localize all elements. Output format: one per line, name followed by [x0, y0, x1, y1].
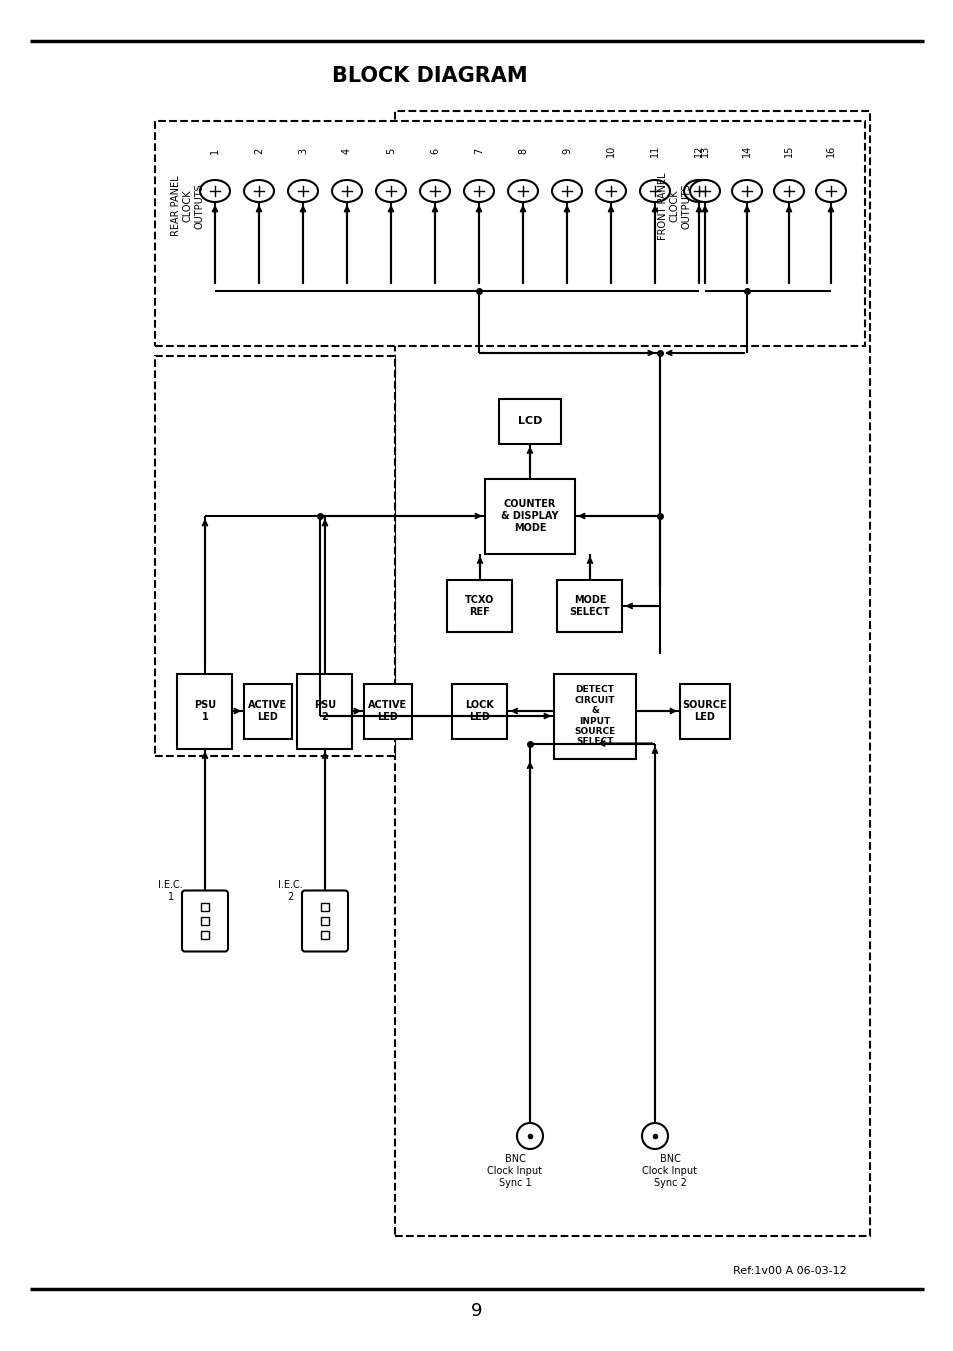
Ellipse shape	[375, 180, 406, 203]
Text: 9: 9	[471, 1302, 482, 1320]
Ellipse shape	[552, 180, 581, 203]
Text: Ref:1v00 A 06-03-12: Ref:1v00 A 06-03-12	[732, 1266, 846, 1275]
Text: 12: 12	[693, 145, 703, 157]
Ellipse shape	[244, 180, 274, 203]
Bar	[320, 917, 329, 925]
Text: 6: 6	[430, 149, 439, 154]
Text: 14: 14	[741, 145, 751, 157]
Text: SOURCE
LED: SOURCE LED	[682, 700, 726, 721]
Text: 9: 9	[561, 149, 572, 154]
Ellipse shape	[683, 180, 713, 203]
Bar	[557, 580, 622, 632]
Text: I.E.C.
2: I.E.C. 2	[278, 881, 303, 902]
Text: COUNTER
& DISPLAY
MODE: COUNTER & DISPLAY MODE	[500, 500, 558, 532]
Text: 5: 5	[386, 147, 395, 154]
FancyBboxPatch shape	[182, 890, 228, 951]
Text: REAR PANEL
CLOCK
OUTPUTS: REAR PANEL CLOCK OUTPUTS	[172, 176, 204, 236]
Text: 8: 8	[517, 149, 527, 154]
Text: TCXO
REF: TCXO REF	[465, 596, 495, 617]
Bar	[554, 674, 636, 758]
Text: 16: 16	[825, 145, 835, 157]
Text: 3: 3	[297, 149, 308, 154]
Text: 4: 4	[341, 149, 352, 154]
Ellipse shape	[689, 180, 720, 203]
Text: BNC
Clock Input
Sync 2: BNC Clock Input Sync 2	[641, 1154, 697, 1188]
Text: BNC
Clock Input
Sync 1: BNC Clock Input Sync 1	[487, 1154, 542, 1188]
Bar	[320, 931, 329, 939]
Text: LCD: LCD	[517, 416, 541, 426]
Text: I.E.C.
1: I.E.C. 1	[158, 881, 183, 902]
Bar	[177, 674, 233, 748]
Ellipse shape	[815, 180, 845, 203]
Ellipse shape	[731, 180, 761, 203]
Bar	[201, 917, 209, 925]
Bar	[201, 902, 209, 911]
Text: DETECT
CIRCUIT
&
INPUT
SOURCE
SELECT: DETECT CIRCUIT & INPUT SOURCE SELECT	[574, 685, 615, 747]
Text: MODE
SELECT: MODE SELECT	[569, 596, 610, 617]
Text: 13: 13	[700, 145, 709, 157]
Ellipse shape	[463, 180, 494, 203]
Bar	[498, 399, 560, 443]
FancyBboxPatch shape	[302, 890, 348, 951]
Ellipse shape	[639, 180, 669, 203]
Text: FRONT PANEL
CLOCK
OUTPUTS: FRONT PANEL CLOCK OUTPUTS	[658, 172, 691, 239]
Ellipse shape	[200, 180, 230, 203]
Text: PSU
1: PSU 1	[193, 700, 215, 721]
Text: PSU
2: PSU 2	[314, 700, 335, 721]
Text: 15: 15	[783, 145, 793, 157]
Bar	[201, 931, 209, 939]
Bar	[679, 684, 729, 739]
Bar	[297, 674, 352, 748]
Bar	[484, 478, 575, 554]
Bar	[154, 122, 864, 346]
Text: ACTIVE
LED: ACTIVE LED	[248, 700, 287, 721]
Ellipse shape	[419, 180, 450, 203]
Circle shape	[641, 1123, 667, 1148]
Bar	[447, 580, 512, 632]
Text: LOCK
LED: LOCK LED	[465, 700, 494, 721]
Ellipse shape	[288, 180, 317, 203]
Text: BLOCK DIAGRAM: BLOCK DIAGRAM	[332, 66, 527, 86]
Bar	[154, 357, 395, 757]
Text: 10: 10	[605, 145, 616, 157]
Bar	[244, 684, 292, 739]
Text: 1: 1	[210, 149, 220, 154]
Ellipse shape	[596, 180, 625, 203]
Ellipse shape	[773, 180, 803, 203]
Bar	[452, 684, 507, 739]
Ellipse shape	[507, 180, 537, 203]
Text: 11: 11	[649, 145, 659, 157]
Circle shape	[517, 1123, 542, 1148]
Bar	[364, 684, 412, 739]
Text: 2: 2	[253, 147, 264, 154]
Text: 7: 7	[474, 147, 483, 154]
Text: ACTIVE
LED: ACTIVE LED	[368, 700, 407, 721]
Bar	[320, 902, 329, 911]
Bar	[395, 111, 869, 1236]
Ellipse shape	[332, 180, 361, 203]
